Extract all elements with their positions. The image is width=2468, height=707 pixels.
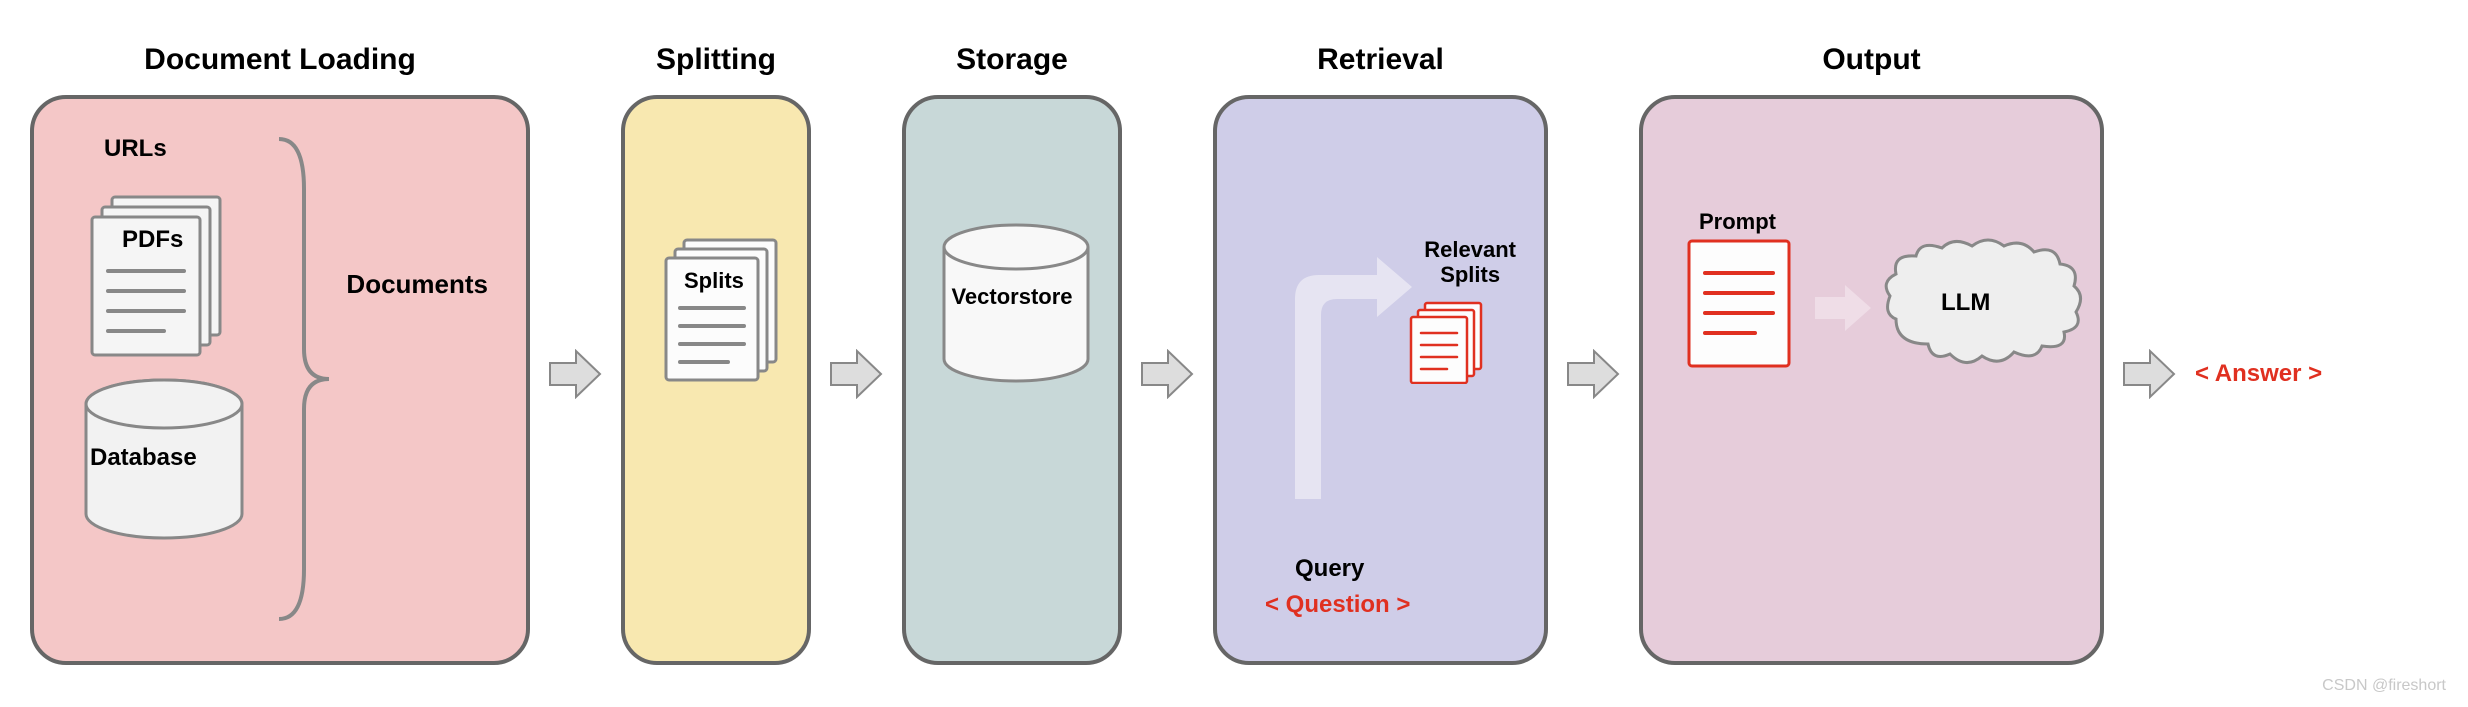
reroute-arrow-icon — [1247, 249, 1417, 514]
panel-splitting: Splits — [621, 95, 811, 665]
llm-label: LLM — [1941, 289, 1990, 317]
arrow-2 — [829, 349, 884, 399]
relevant-line1: Relevant — [1424, 237, 1516, 262]
splits-icon: Splits — [660, 234, 790, 394]
stage-storage: Storage Vectorstore — [902, 43, 1122, 665]
relevant-splits-icon — [1407, 299, 1492, 389]
brace-icon — [269, 129, 339, 634]
query-label: Query — [1295, 555, 1364, 583]
arrow-1 — [548, 349, 603, 399]
panel-storage: Vectorstore — [902, 95, 1122, 665]
arrow-5 — [2122, 349, 2177, 399]
pipeline-container: Document Loading URLs PDFs — [0, 0, 2468, 707]
answer-block: < Answer > — [2195, 360, 2322, 388]
arrow-3 — [1140, 349, 1195, 399]
prompt-icon — [1685, 237, 1795, 377]
stage-storage-title: Storage — [956, 43, 1068, 77]
arrow-4 — [1566, 349, 1621, 399]
panel-retrieval: Relevant Splits — [1213, 95, 1548, 665]
relevant-line2: Splits — [1440, 262, 1500, 287]
stage-splitting: Splitting Splits — [621, 43, 811, 665]
answer-label: < Answer > — [2195, 360, 2322, 388]
pdfs-label-text: PDFs — [122, 226, 183, 253]
stage-retrieval-title: Retrieval — [1317, 43, 1444, 77]
vectorstore-label: Vectorstore — [906, 284, 1118, 310]
panel-loading: URLs PDFs — [30, 95, 530, 665]
watermark: CSDN @fireshort — [2322, 677, 2446, 695]
stage-output-title: Output — [1822, 43, 1920, 77]
output-internal-arrow — [1813, 283, 1875, 338]
stage-loading: Document Loading URLs PDFs — [30, 43, 530, 665]
stage-loading-title: Document Loading — [144, 43, 416, 77]
urls-label: URLs — [104, 135, 167, 163]
relevant-splits-label: Relevant Splits — [1424, 237, 1516, 288]
splits-label-text: Splits — [684, 268, 744, 293]
stage-retrieval: Retrieval Relevant Splits — [1213, 43, 1548, 665]
database-label: Database — [90, 444, 197, 472]
documents-label: Documents — [346, 269, 488, 300]
prompt-label: Prompt — [1699, 209, 1776, 235]
panel-output: Prompt LLM — [1639, 95, 2104, 665]
question-label: < Question > — [1265, 591, 1410, 619]
stage-splitting-title: Splitting — [656, 43, 776, 77]
pdfs-docs-icon: PDFs — [84, 189, 244, 364]
stage-output: Output Prompt — [1639, 43, 2104, 665]
